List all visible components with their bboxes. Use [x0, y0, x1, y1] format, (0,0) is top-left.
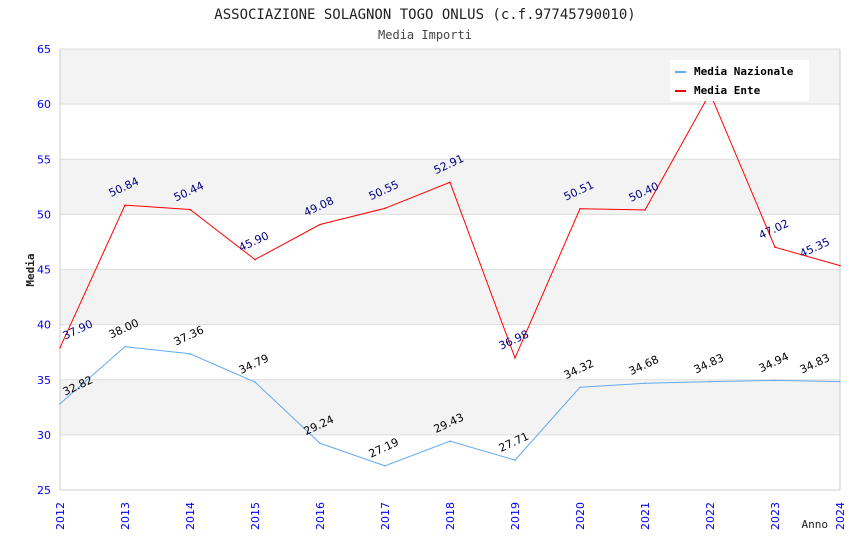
data-point: [514, 459, 516, 461]
data-point: [644, 209, 646, 211]
data-point: [189, 208, 191, 211]
legend-label-nazionale: Media Nazionale: [694, 65, 794, 78]
data-point: [384, 465, 386, 467]
x-tick-label: 2018: [444, 502, 457, 530]
chart-title: ASSOCIAZIONE SOLAGNON TOGO ONLUS (c.f.97…: [214, 7, 635, 23]
y-tick-label: 40: [37, 319, 51, 332]
data-point: [449, 181, 451, 184]
x-tick-label: 2021: [639, 502, 652, 530]
x-tick-label: 2020: [574, 502, 587, 530]
y-tick-label: 45: [37, 264, 51, 277]
y-tick-label: 30: [37, 429, 51, 442]
data-point: [644, 382, 646, 385]
data-point: [514, 357, 516, 359]
data-point: [579, 207, 581, 210]
y-tick-label: 60: [37, 98, 51, 111]
legend: Media Nazionale Media Ente: [670, 60, 809, 101]
y-tick-label: 55: [37, 153, 51, 166]
grid-band: [60, 269, 840, 325]
x-tick-label: 2016: [314, 502, 327, 530]
y-tick-label: 25: [37, 484, 51, 497]
grid-band: [60, 379, 840, 435]
data-point: [254, 258, 256, 261]
grid-band: [60, 324, 840, 380]
x-tick-label: 2022: [704, 502, 717, 530]
data-point: [319, 223, 321, 226]
data-point: [839, 380, 841, 383]
data-point: [59, 402, 61, 405]
data-point: [774, 379, 776, 382]
data-point: [254, 381, 256, 383]
legend-label-ente: Media Ente: [694, 84, 761, 97]
data-point: [839, 264, 841, 267]
data-point: [124, 345, 126, 348]
y-tick-label: 65: [37, 43, 51, 56]
data-point: [579, 386, 581, 389]
data-point: [774, 246, 776, 249]
x-tick-label: 2013: [119, 502, 132, 530]
data-point: [449, 440, 451, 442]
x-tick-label: 2019: [509, 502, 522, 530]
grid-band: [60, 104, 840, 160]
x-tick-label: 2012: [54, 502, 67, 530]
grid-band: [60, 434, 840, 490]
x-tick-label: 2014: [184, 502, 197, 530]
data-point: [59, 346, 61, 349]
x-tick-label: 2015: [249, 502, 262, 530]
y-axis-label: Media: [24, 253, 37, 286]
x-axis-label: Anno: [802, 518, 829, 531]
y-tick-label: 50: [37, 208, 51, 221]
grid-band: [60, 159, 840, 215]
x-tick-label: 2024: [834, 502, 847, 530]
x-tick-label: 2017: [379, 502, 392, 530]
data-point: [319, 442, 321, 445]
data-point: [189, 352, 191, 355]
data-point: [124, 204, 126, 206]
y-tick-label: 35: [37, 374, 51, 387]
data-point: [384, 207, 386, 210]
chart-subtitle: Media Importi: [378, 28, 472, 42]
x-tick-label: 2023: [769, 502, 782, 530]
grid-band: [60, 214, 840, 270]
data-point: [709, 380, 711, 383]
